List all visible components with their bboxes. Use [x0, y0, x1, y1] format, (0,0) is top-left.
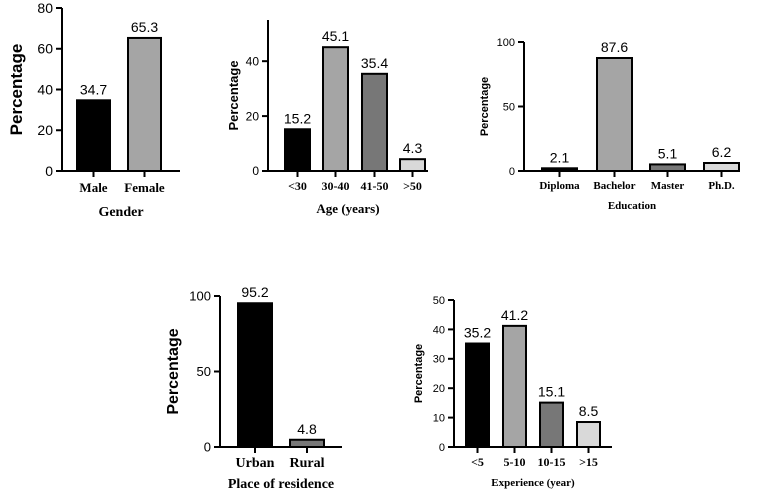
- chart-3-data-label: 6.2: [712, 144, 732, 160]
- chart-2-category-label: 30-40: [322, 179, 350, 193]
- chart-3-data-label: 87.6: [601, 39, 628, 55]
- chart-2-bar: [361, 72, 388, 172]
- chart-1-category-label: Female: [124, 180, 165, 195]
- chart-1-x-axis-title: Gender: [98, 205, 143, 220]
- chart-5-category-label: 10-15: [538, 455, 566, 469]
- chart-3-data-label: 2.1: [550, 149, 570, 165]
- chart-1-y-tick-label: 20: [37, 122, 53, 138]
- chart-3-y-axis-title: Percentage: [479, 77, 491, 136]
- chart-5-category-label: >15: [579, 455, 598, 469]
- chart-5-y-tick-label: 10: [433, 412, 445, 424]
- chart-4-y-axis-title: Percentage: [165, 328, 182, 414]
- chart-5-bar: [502, 324, 527, 449]
- chart-2-bar: [284, 128, 311, 172]
- chart-5-bar: [539, 401, 564, 448]
- chart-2-y-tick-label: 0: [252, 164, 259, 178]
- chart-4-bar: [237, 302, 273, 448]
- chart-2-data-label: 35.4: [361, 55, 388, 71]
- chart-4-y-tick-label: 0: [204, 440, 211, 455]
- chart-4-data-label: 95.2: [241, 284, 268, 300]
- chart-4-data-label: 4.8: [297, 421, 317, 437]
- chart-3-x-axis-title: Education: [608, 200, 656, 212]
- chart-2-bar: [399, 158, 426, 173]
- chart-1-data-label: 65.3: [131, 19, 158, 35]
- chart-1-y-tick-label: 80: [37, 0, 53, 16]
- chart-3-y-tick-label: 100: [497, 37, 515, 49]
- chart-3-bar: [649, 163, 686, 173]
- chart-1-bar: [76, 99, 111, 172]
- chart-1-data-label: 34.7: [80, 81, 107, 97]
- chart-2-category-label: >50: [403, 179, 422, 193]
- chart-3-data-label: 5.1: [658, 145, 678, 161]
- chart-5-bar: [576, 421, 601, 449]
- chart-2-data-label: 15.2: [284, 110, 311, 126]
- chart-2-data-label: 4.3: [403, 140, 423, 156]
- chart-2-y-tick-label: 40: [246, 54, 260, 68]
- chart-3-category-label: Master: [651, 180, 685, 192]
- chart-5-bar: [465, 342, 490, 448]
- chart-2-x-axis-title: Age (years): [316, 201, 379, 216]
- chart-5-data-label: 8.5: [579, 403, 599, 419]
- chart-5-y-tick-label: 20: [433, 383, 445, 395]
- chart-5-y-axis-title: Percentage: [413, 344, 425, 403]
- chart-5-x-axis-title: Experience (year): [491, 477, 575, 489]
- chart-4-x-axis-title: Place of residence: [228, 477, 334, 492]
- chart-5-y-tick-label: 30: [433, 354, 445, 366]
- chart-4-y-tick-label: 100: [189, 289, 211, 304]
- chart-3-y-tick-label: 0: [509, 166, 515, 178]
- chart-1-category-label: Male: [79, 180, 107, 195]
- chart-5-y-tick-label: 40: [433, 324, 445, 336]
- chart-3-category-label: Diploma: [539, 180, 580, 192]
- chart-5-y-tick-label: 50: [433, 295, 445, 307]
- chart-5-data-label: 15.1: [538, 384, 565, 400]
- chart-3-y-tick-label: 50: [503, 101, 515, 113]
- chart-2-category-label: <30: [288, 179, 307, 193]
- chart-1-y-tick-label: 0: [45, 163, 53, 179]
- chart-5-category-label: <5: [471, 455, 484, 469]
- chart-1-y-axis-title: Percentage: [7, 44, 26, 136]
- chart-5-data-label: 41.2: [501, 307, 528, 323]
- chart-5-y-tick-label: 0: [439, 442, 445, 454]
- chart-3-category-label: Ph.D.: [708, 180, 735, 192]
- chart-4-category-label: Urban: [236, 456, 275, 471]
- chart-2-data-label: 45.1: [322, 28, 349, 44]
- chart-2-y-tick-label: 20: [246, 109, 260, 123]
- chart-1-y-tick-label: 40: [37, 81, 53, 97]
- chart-4-category-label: Rural: [290, 456, 325, 471]
- chart-3-bar: [541, 167, 578, 173]
- chart-1-bar: [127, 36, 162, 172]
- chart-1-y-tick-label: 60: [37, 41, 53, 57]
- chart-4-y-tick-label: 50: [197, 364, 211, 379]
- chart-4-bar: [289, 438, 325, 449]
- chart-2-bar: [322, 46, 349, 172]
- chart-2-y-axis-title: Percentage: [226, 60, 241, 130]
- chart-5-data-label: 35.2: [464, 325, 491, 341]
- chart-3-bar: [596, 56, 633, 172]
- chart-5-category-label: 5-10: [504, 455, 526, 469]
- chart-3-category-label: Bachelor: [593, 180, 635, 192]
- chart-3-bar: [703, 162, 740, 172]
- chart-2-category-label: 41-50: [361, 179, 389, 193]
